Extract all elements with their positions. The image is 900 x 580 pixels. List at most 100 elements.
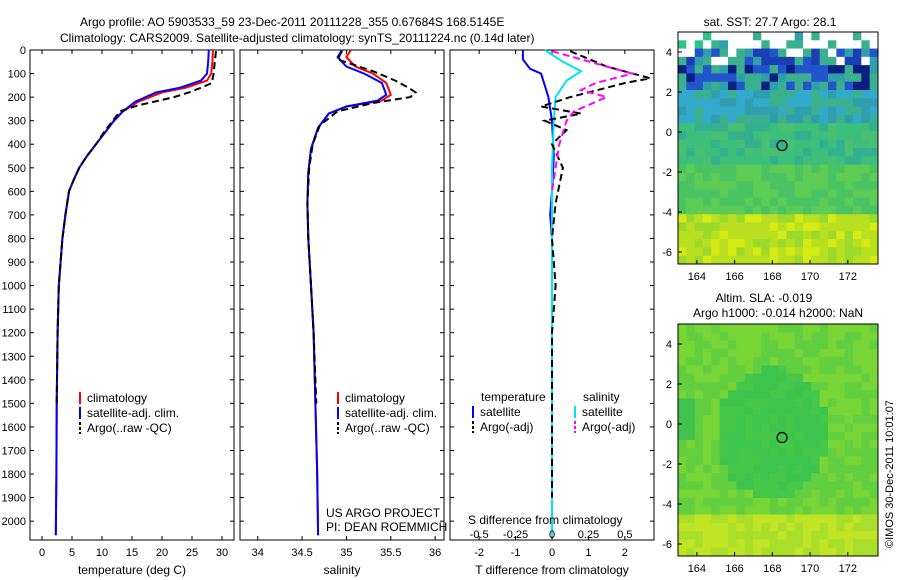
map-cell bbox=[711, 139, 721, 149]
map-cell bbox=[794, 456, 804, 466]
map-cell bbox=[736, 406, 746, 416]
map-cell bbox=[719, 431, 729, 441]
map-cell bbox=[719, 456, 729, 466]
map-cell bbox=[678, 448, 687, 457]
map-cell bbox=[861, 90, 871, 99]
map-cell bbox=[686, 81, 696, 91]
x-tick-label: 35.5 bbox=[380, 547, 401, 559]
map-cell bbox=[853, 415, 862, 424]
map-cell bbox=[703, 332, 712, 341]
map-cell bbox=[778, 247, 787, 257]
map-cell bbox=[811, 114, 821, 124]
map-cell bbox=[719, 65, 729, 74]
map-cell bbox=[811, 539, 821, 549]
map-cell bbox=[828, 206, 837, 215]
map-cell bbox=[828, 90, 837, 99]
map-cell bbox=[703, 415, 712, 424]
map-y-tick-label: -6 bbox=[662, 539, 672, 551]
map-cell bbox=[794, 357, 804, 366]
map-cell bbox=[728, 514, 737, 524]
map-cell bbox=[744, 348, 754, 358]
map-cell bbox=[694, 65, 704, 74]
map-cell bbox=[836, 448, 846, 457]
map-cell bbox=[778, 406, 787, 416]
map-cell bbox=[678, 214, 687, 223]
map-cell bbox=[844, 398, 854, 408]
map-cell bbox=[786, 456, 796, 466]
map-cell bbox=[836, 506, 846, 515]
map-cell bbox=[786, 56, 796, 66]
map-cell bbox=[753, 230, 762, 240]
depth-tick-label: 100 bbox=[8, 69, 26, 81]
map-cell bbox=[694, 547, 704, 557]
map-cell bbox=[719, 197, 729, 207]
map-cell bbox=[786, 230, 796, 240]
map-cell bbox=[744, 547, 754, 557]
map-cell bbox=[736, 489, 746, 499]
map-cell bbox=[769, 489, 779, 499]
map-cell bbox=[811, 448, 821, 457]
map-cell bbox=[678, 40, 687, 49]
map-cell bbox=[728, 164, 737, 174]
map-cell bbox=[736, 365, 746, 375]
map-cell bbox=[828, 448, 837, 457]
map-cell bbox=[711, 431, 721, 441]
map-cell bbox=[686, 230, 696, 240]
map-cell bbox=[778, 365, 787, 375]
map-cell bbox=[811, 123, 821, 132]
map-cell bbox=[778, 90, 787, 99]
map-x-tick-label: 170 bbox=[801, 271, 819, 283]
map-cell bbox=[803, 98, 812, 107]
map-cell bbox=[836, 522, 846, 532]
map-cell bbox=[844, 164, 854, 174]
map-cell bbox=[719, 32, 729, 41]
map-cell bbox=[869, 423, 879, 433]
map-cell bbox=[711, 197, 721, 207]
map-cell bbox=[811, 531, 821, 540]
map-cell bbox=[686, 32, 696, 41]
map-cell bbox=[728, 547, 737, 557]
map-cell bbox=[711, 131, 721, 141]
map-cell bbox=[744, 123, 754, 132]
map-cell bbox=[703, 230, 712, 240]
map-cell bbox=[678, 139, 687, 149]
depth-tick-label: 1800 bbox=[2, 469, 26, 481]
map-cell bbox=[778, 440, 787, 449]
depth-tick-label: 2000 bbox=[2, 516, 26, 528]
sla-map-cells bbox=[678, 324, 879, 557]
map-cell bbox=[811, 514, 821, 524]
map-cell bbox=[728, 65, 737, 74]
map-cell bbox=[819, 73, 829, 83]
map-cell bbox=[711, 164, 721, 174]
map-cell bbox=[819, 81, 829, 91]
map-cell bbox=[819, 131, 829, 141]
map-cell bbox=[853, 156, 862, 165]
legend-label: Argo(..raw -QC) bbox=[87, 421, 172, 435]
map-cell bbox=[836, 332, 846, 341]
map-cell bbox=[769, 506, 779, 515]
map-cell bbox=[803, 32, 812, 41]
map-cell bbox=[703, 206, 712, 215]
map-cell bbox=[703, 340, 712, 350]
map-cell bbox=[761, 464, 771, 474]
map-cell bbox=[711, 148, 721, 157]
map-cell bbox=[828, 98, 837, 107]
sst-map-title: sat. SST: 27.7 Argo: 28.1 bbox=[704, 15, 837, 29]
map-cell bbox=[769, 398, 779, 408]
map-cell bbox=[761, 90, 771, 99]
map-cell bbox=[694, 206, 704, 215]
map-cell bbox=[778, 464, 787, 474]
map-cell bbox=[786, 189, 796, 199]
map-cell bbox=[744, 98, 754, 107]
map-cell bbox=[761, 340, 771, 350]
map-cell bbox=[728, 531, 737, 540]
map-cell bbox=[853, 98, 862, 107]
map-cell bbox=[744, 206, 754, 215]
map-cell bbox=[828, 489, 837, 499]
map-cell bbox=[736, 114, 746, 124]
map-cell bbox=[694, 431, 704, 441]
map-cell bbox=[761, 506, 771, 515]
top-tick-label: -0.25 bbox=[503, 529, 528, 541]
map-cell bbox=[828, 230, 837, 240]
map-cell bbox=[861, 40, 871, 49]
